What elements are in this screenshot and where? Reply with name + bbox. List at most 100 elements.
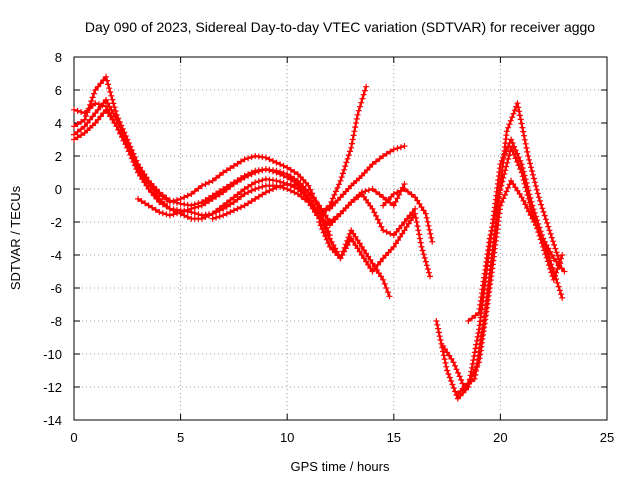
data-point-marker (398, 222, 405, 229)
data-point-marker (511, 107, 518, 114)
data-point-marker (490, 216, 497, 223)
data-point-marker (500, 195, 507, 202)
data-point-marker (369, 161, 376, 168)
data-point-marker (213, 209, 220, 216)
data-point-marker (105, 110, 112, 117)
data-point-marker (469, 315, 475, 322)
data-point-marker (336, 181, 342, 188)
data-point-marker (380, 153, 387, 159)
data-point-marker (230, 162, 237, 169)
data-point-marker (509, 148, 516, 155)
data-point-marker (547, 230, 554, 237)
data-point-marker (401, 219, 408, 225)
data-point-marker (145, 186, 152, 192)
data-point-marker (322, 224, 329, 231)
data-point-marker (418, 204, 425, 211)
data-point-marker (273, 184, 280, 191)
data-point-marker (459, 380, 466, 387)
data-point-marker (512, 147, 519, 154)
x-tick-label: 5 (177, 430, 184, 445)
data-point-marker (234, 205, 241, 212)
data-point-marker (383, 228, 390, 235)
data-point-marker (359, 95, 366, 102)
data-point-marker (325, 232, 332, 238)
data-point-marker (252, 186, 259, 192)
data-point-marker (507, 117, 514, 124)
y-tick-label: -12 (43, 380, 62, 395)
data-point-marker (540, 208, 547, 215)
data-point-marker (380, 276, 387, 283)
data-point-marker (489, 224, 496, 231)
data-point-marker (191, 210, 198, 217)
data-point-marker (490, 220, 496, 227)
data-point-marker (378, 223, 385, 230)
data-point-marker (297, 174, 304, 180)
data-point-marker (206, 198, 212, 205)
data-point-marker (266, 156, 273, 163)
data-point-marker (515, 154, 522, 161)
data-point-marker (78, 118, 85, 125)
data-point-marker (380, 194, 387, 201)
data-point-marker (332, 188, 339, 195)
data-point-marker (533, 186, 540, 193)
data-point-marker (213, 193, 220, 200)
data-point-marker (317, 222, 324, 229)
data-point-marker (95, 106, 101, 113)
data-point-marker (399, 230, 406, 237)
x-tick-label: 25 (600, 430, 614, 445)
data-point-marker (339, 170, 346, 177)
data-point-marker (104, 100, 111, 107)
data-point-marker (518, 194, 525, 201)
data-point-marker (191, 188, 198, 195)
data-point-marker (319, 217, 326, 224)
data-point-marker (505, 124, 512, 131)
data-point-marker (174, 199, 180, 206)
x-tick-label: 0 (70, 430, 77, 445)
data-point-marker (445, 371, 452, 377)
data-point-marker (393, 228, 400, 235)
data-point-marker (512, 184, 519, 191)
data-point-marker (390, 146, 397, 153)
data-point-marker (198, 182, 205, 189)
data-point-marker (474, 333, 481, 340)
x-tick-label: 15 (387, 430, 401, 445)
data-point-marker (471, 353, 478, 360)
data-point-marker (525, 153, 532, 159)
data-point-marker (195, 203, 202, 210)
data-point-marker (354, 237, 361, 244)
data-point-marker (498, 182, 505, 189)
data-point-marker (81, 123, 88, 130)
data-point-marker (156, 209, 163, 216)
data-point-marker (227, 201, 234, 208)
data-point-marker (527, 203, 534, 210)
data-point-marker (326, 243, 333, 250)
data-point-marker (74, 121, 81, 128)
data-point-marker (107, 113, 114, 120)
data-point-marker (87, 116, 93, 123)
data-point-marker (345, 234, 352, 241)
data-point-marker (122, 141, 129, 148)
data-point-marker (390, 202, 397, 209)
data-point-marker (223, 203, 230, 210)
data-point-marker (374, 216, 381, 223)
data-point-marker (230, 199, 237, 206)
data-point-marker (230, 207, 237, 214)
data-point-marker (139, 176, 146, 183)
data-point-marker (469, 373, 475, 380)
data-point-marker (333, 213, 340, 220)
data-point-marker (417, 239, 424, 246)
data-point-marker (287, 173, 294, 180)
data-point-marker (141, 179, 148, 186)
data-point-marker (510, 110, 517, 117)
data-point-marker (106, 85, 113, 92)
data-point-marker (450, 385, 457, 391)
data-point-marker (352, 242, 359, 249)
data-point-marker (325, 240, 332, 247)
data-point-marker (170, 211, 177, 218)
data-point-marker (270, 186, 276, 192)
data-point-marker (444, 349, 451, 356)
data-point-marker (420, 251, 427, 258)
data-point-marker (380, 227, 387, 234)
data-point-marker (357, 103, 363, 110)
data-point-marker (348, 227, 355, 234)
